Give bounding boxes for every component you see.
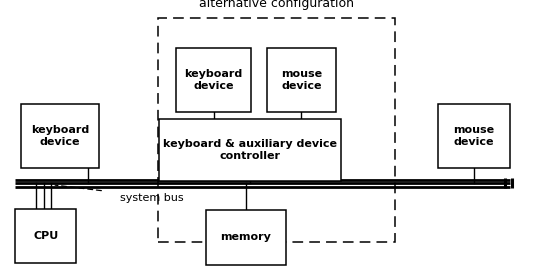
Text: mouse
device: mouse device bbox=[453, 125, 494, 147]
Text: memory: memory bbox=[220, 232, 271, 242]
Text: keyboard & auxiliary device
controller: keyboard & auxiliary device controller bbox=[163, 139, 337, 161]
Bar bbox=[159, 119, 341, 181]
Text: keyboard
device: keyboard device bbox=[31, 125, 89, 147]
Bar bbox=[267, 48, 336, 112]
Bar bbox=[15, 209, 76, 263]
Bar bbox=[438, 104, 510, 168]
Text: mouse
device: mouse device bbox=[281, 69, 323, 91]
Bar bbox=[206, 210, 286, 265]
Bar bbox=[21, 104, 99, 168]
Text: system bus: system bus bbox=[120, 193, 184, 203]
Text: alternative configuration: alternative configuration bbox=[199, 0, 354, 10]
Text: keyboard
device: keyboard device bbox=[184, 69, 243, 91]
Text: CPU: CPU bbox=[33, 231, 58, 241]
Bar bbox=[176, 48, 251, 112]
Bar bbox=[158, 18, 395, 242]
